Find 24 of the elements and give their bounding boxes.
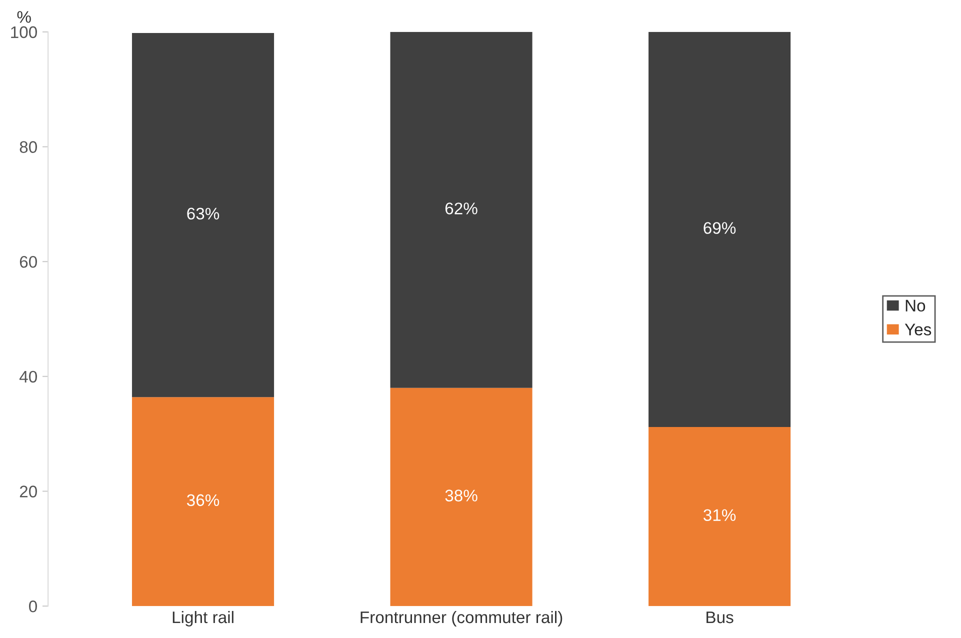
y-axis-title: %: [17, 11, 31, 23]
y-tick-label: 60: [20, 256, 37, 268]
bar: [390, 388, 532, 606]
x-tick-label: Light rail: [172, 610, 234, 626]
y-tick-label: 80: [20, 141, 37, 153]
x-tick-label: Frontrunner (commuter rail): [360, 610, 562, 626]
bar: [132, 33, 274, 398]
bar: [648, 426, 791, 606]
data-label: 31%: [704, 509, 736, 521]
y-tick-label: 20: [20, 486, 37, 498]
legend-label: No: [906, 300, 926, 312]
y-tick-label: 100: [11, 26, 37, 38]
bar: [390, 32, 532, 388]
y-tick-label: 0: [29, 600, 37, 612]
legend-label: Yes: [904, 324, 932, 336]
bar: [132, 397, 274, 606]
data-label: 69%: [704, 222, 736, 234]
data-label: 38%: [445, 490, 478, 502]
data-label: 62%: [445, 202, 478, 214]
y-tick-label: 40: [19, 370, 37, 383]
bar: [648, 32, 791, 427]
x-tick-label: Bus: [706, 612, 734, 624]
data-label: 63%: [187, 208, 220, 220]
data-label: 36%: [186, 494, 220, 506]
